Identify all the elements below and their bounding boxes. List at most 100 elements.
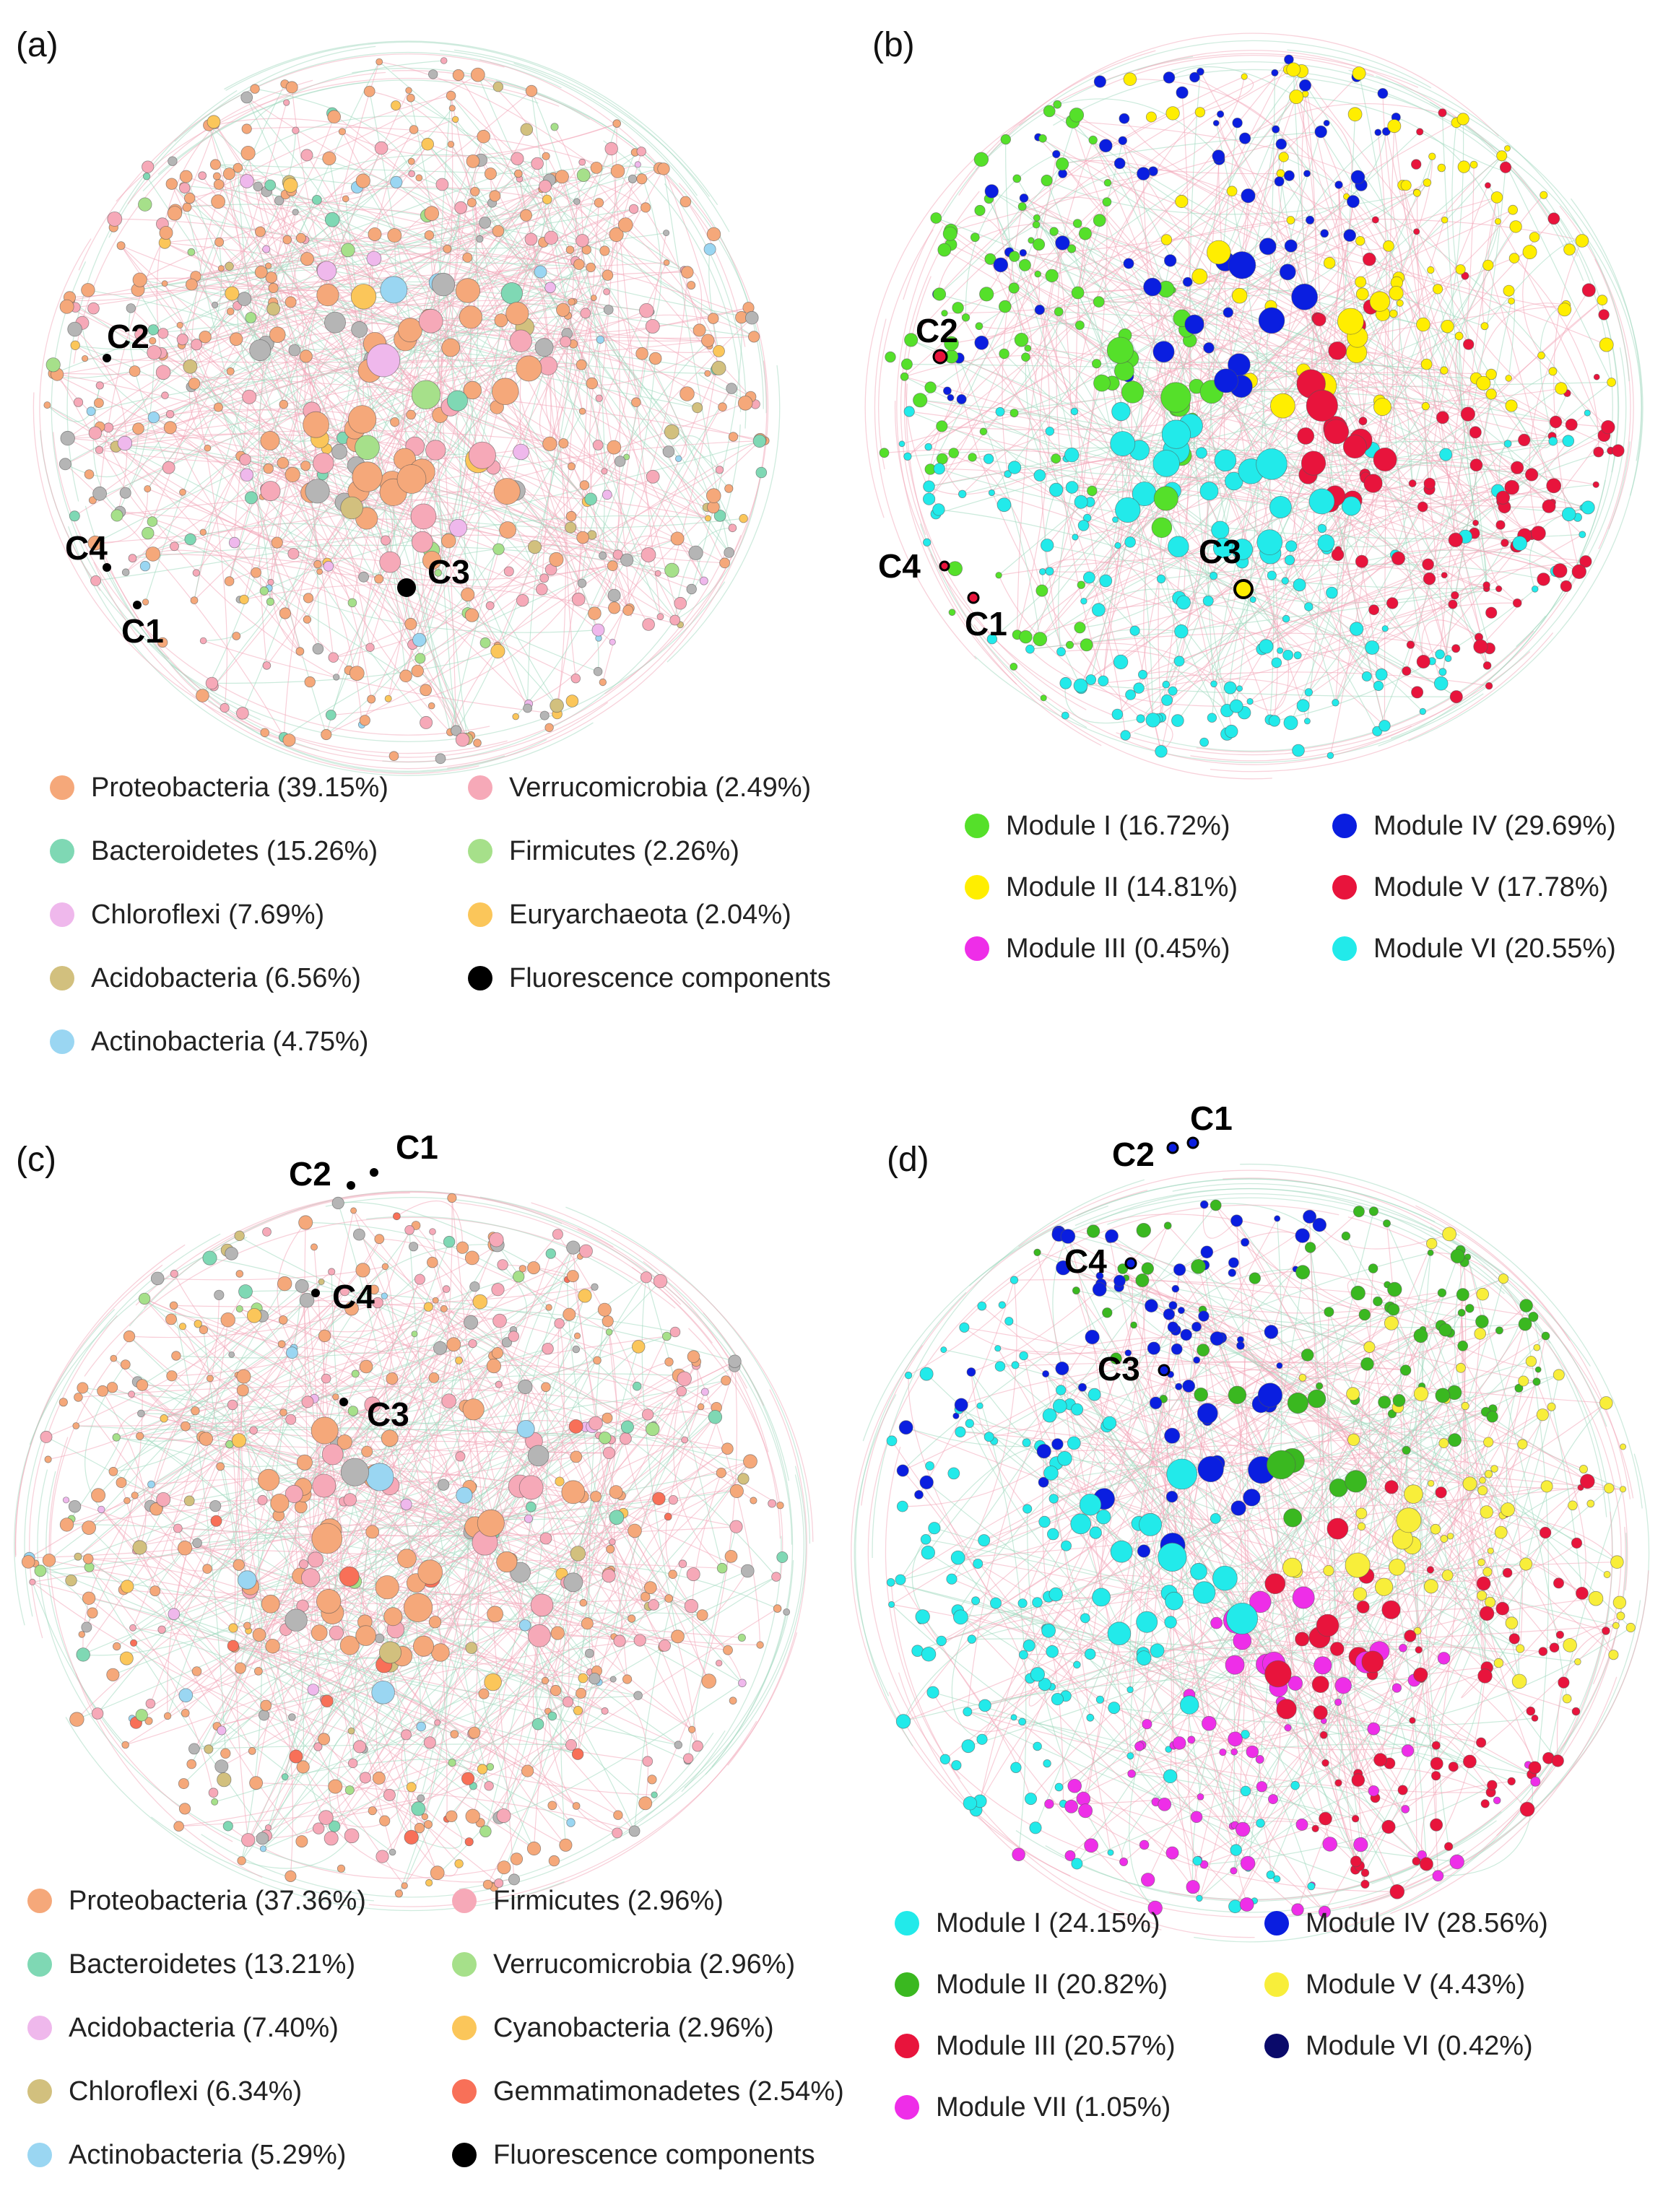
network-node (1482, 661, 1492, 670)
network-node (1230, 1867, 1238, 1875)
network-node (162, 461, 175, 474)
network-node (741, 1564, 755, 1578)
network-node (349, 666, 365, 681)
network-edge (217, 1582, 417, 1727)
network-node (895, 1714, 911, 1729)
network-node (415, 174, 423, 182)
network-node (528, 1624, 551, 1647)
network-node (544, 723, 554, 733)
panel-b-nodes (879, 54, 1625, 759)
network-node (405, 87, 412, 94)
network-node (313, 559, 322, 569)
network-node (664, 562, 679, 578)
network-edge (218, 183, 609, 310)
network-edge (139, 1546, 618, 1834)
network-node (1612, 444, 1625, 457)
network-node (1387, 119, 1402, 134)
network-node (1509, 220, 1522, 233)
network-edge (234, 1647, 577, 1806)
network-node (178, 1778, 189, 1790)
network-node (1113, 1274, 1126, 1287)
network-edge (207, 535, 742, 762)
network-edge (89, 1567, 215, 1803)
network-edge (29, 1315, 118, 1639)
network-node (576, 1687, 587, 1699)
network-edge (1368, 1346, 1503, 1516)
network-node (590, 295, 597, 302)
network-edge (194, 1743, 572, 1749)
network-node (283, 99, 290, 106)
network-node (199, 637, 207, 645)
network-node (237, 292, 252, 306)
network-node (1396, 1507, 1422, 1533)
network-edge (206, 1438, 692, 1607)
network-edge (24, 1233, 221, 1617)
network-edge (582, 411, 708, 508)
network-node (136, 1379, 149, 1391)
network-node (499, 521, 516, 539)
network-node (1355, 287, 1369, 301)
network-node (1472, 519, 1479, 526)
network-edge (1280, 584, 1487, 651)
network-node (936, 420, 948, 432)
network-node (443, 1235, 456, 1248)
network-node (1073, 678, 1088, 693)
network-node (277, 1276, 292, 1292)
network-node (285, 1484, 303, 1503)
network-edge (1222, 1751, 1325, 1912)
network-node (919, 1475, 934, 1490)
network-node (452, 69, 464, 82)
network-node (983, 453, 994, 464)
network-edge (135, 1190, 614, 1306)
network-node (147, 345, 162, 360)
network-node (999, 348, 1009, 360)
network-edge (246, 126, 618, 172)
network-node (464, 608, 479, 622)
network-edge (583, 1678, 606, 1725)
network-node (328, 652, 339, 663)
panel-c-c1-label: C1 (396, 1128, 438, 1166)
network-node (206, 1375, 214, 1382)
network-node (1304, 688, 1314, 697)
network-node (1377, 87, 1389, 99)
network-node (1504, 479, 1520, 495)
network-node (586, 377, 599, 390)
network-node (663, 259, 670, 266)
network-node (381, 535, 391, 546)
network-edge (411, 1816, 463, 1849)
network-edge (1518, 1402, 1607, 1681)
network-edge (1236, 1220, 1420, 1650)
network-edge (266, 1614, 496, 1707)
network-node (961, 1739, 976, 1754)
network-node (225, 261, 234, 271)
network-edge (1295, 96, 1506, 544)
network-node (1194, 107, 1206, 118)
network-node (1399, 1364, 1412, 1376)
network-node (1317, 534, 1335, 552)
network-node (1508, 253, 1520, 264)
network-edge (941, 1439, 1354, 1642)
network-edge (969, 1178, 1436, 1286)
network-node (1256, 448, 1288, 480)
network-edge (182, 84, 286, 340)
network-node (191, 339, 203, 351)
network-edge (396, 1200, 464, 1248)
network-node (620, 1420, 634, 1434)
network-node (449, 518, 468, 537)
network-node (249, 1776, 264, 1790)
network-node (239, 594, 249, 605)
network-node (110, 509, 123, 522)
network-node (1525, 468, 1539, 482)
network-node (184, 533, 196, 546)
panel-d: C1 C2 C4 C3 (d) Module I (24.15%) Module … (851, 1100, 1650, 2122)
network-edge (1408, 198, 1643, 742)
network-node (387, 228, 402, 243)
network-node (1022, 1504, 1033, 1514)
network-node (234, 1662, 246, 1674)
network-node (231, 1433, 247, 1448)
network-edge (125, 352, 155, 494)
network-node (948, 609, 956, 617)
network-edge (142, 79, 539, 192)
network-node (119, 1651, 134, 1665)
network-node (352, 1228, 365, 1241)
